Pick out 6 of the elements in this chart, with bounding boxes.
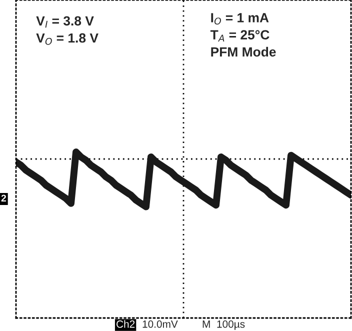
text: Ch2	[116, 320, 135, 328]
text: 2	[1, 194, 6, 202]
text: M 100µs	[202, 320, 245, 330]
text: I$_{O}$ = 1 mA T$_{A}$ = 25°C PFM Mode	[210, 13, 276, 57]
text: V$_{I}$ = 3.8 V V$_{O}$ = 1.8 V	[36, 16, 98, 45]
text: 10.0mV	[142, 320, 178, 328]
